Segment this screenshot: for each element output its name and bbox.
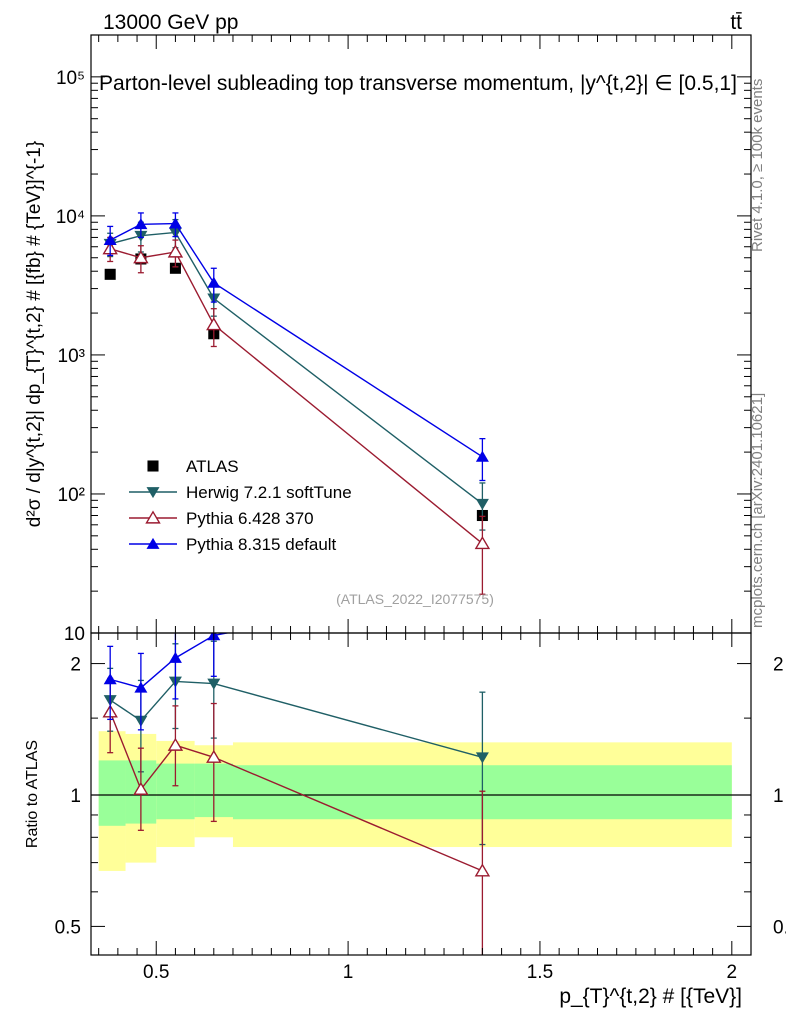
legend-marker — [146, 537, 160, 549]
legend-item-herwig-7-2-1-softtune: Herwig 7.2.1 softTune — [129, 483, 352, 502]
inner-uncertainty-band — [98, 760, 126, 826]
ratio-y-tick-label-right: 1 — [773, 786, 784, 807]
main-axes: 10 10² 10³ 10⁴ 10⁵ — [56, 34, 751, 645]
legend-label: Herwig 7.2.1 softTune — [186, 483, 352, 502]
process-label: tt̄ — [730, 11, 742, 34]
ratio-line-pythia-8-315-default — [110, 633, 231, 689]
main-y-tick-label: 10⁵ — [56, 68, 85, 89]
ratio-series-pythia-8-315-default — [103, 633, 231, 731]
series-line-pythia-8-315-default — [109, 222, 483, 458]
data-point — [207, 276, 221, 288]
main-y-tick-label: 10 — [64, 624, 85, 645]
legend-marker — [147, 460, 159, 472]
ratio-frame — [90, 632, 752, 956]
analysis-label: (ATLAS_2022_I2077575) — [336, 591, 494, 607]
main-y-tick-label: 10⁴ — [56, 207, 85, 228]
ratio-data-point — [207, 678, 221, 690]
data-point — [475, 498, 489, 510]
ratio-data-point — [167, 737, 184, 751]
legend-item-atlas: ATLAS — [147, 457, 239, 476]
main-y-tick-label: 10³ — [58, 346, 85, 367]
ratio-panel: 0.5 0.5 1 1 2 2 0.5 1 1.5 2 Ratio to ATLAS p_{T}^… — [24, 632, 786, 1008]
data-point — [206, 317, 222, 331]
series-atlas — [104, 253, 488, 522]
ratio-y-tick-label-right: 2 — [773, 655, 784, 676]
ratio-y-tick-label: 1 — [70, 786, 81, 807]
x-axis-label: p_{T}^{t,2} # [{TeV}] — [559, 985, 742, 1008]
data-point — [168, 217, 182, 229]
ratio-y-tick-label: 0.5 — [55, 917, 81, 938]
series-pythia-8-315-default — [103, 212, 489, 482]
ratio-y-tick-label-right: 0.5 — [773, 917, 786, 938]
ratio-data-point — [103, 673, 117, 685]
ratio-data-point — [133, 781, 149, 795]
main-y-tick-label: 10² — [58, 485, 85, 506]
ratio-data-point — [134, 681, 148, 693]
side-label-bottom: mcplots.cern.ch [arXiv:2401.10621] — [749, 393, 766, 628]
ratio-y-axis-label: Ratio to ATLAS — [24, 740, 41, 848]
x-tick-label: 2 — [727, 962, 738, 983]
legend-label: Pythia 8.315 default — [186, 535, 337, 554]
ratio-data-point — [206, 749, 222, 763]
x-tick-label: 1 — [343, 962, 354, 983]
energy-label: 13000 GeV pp — [103, 11, 238, 34]
legend-label: ATLAS — [186, 457, 239, 476]
chart-title: Parton-level subleading top transverse m… — [99, 72, 737, 95]
main-panel: 10 10² 10³ 10⁴ 10⁵ Parton-level subleading t… — [24, 34, 752, 645]
data-point — [103, 233, 117, 245]
ratio-data-point — [168, 651, 182, 663]
data-point — [475, 450, 489, 462]
x-tick-label: 0.5 — [143, 962, 169, 983]
uncertainty-bands — [91, 731, 751, 871]
data-point — [474, 535, 491, 550]
series-line-herwig-7-2-1-softtune — [110, 231, 483, 505]
x-tick-label: 1.5 — [527, 962, 553, 983]
data-point — [104, 268, 116, 280]
ratio-axes: 0.5 0.5 1 1 2 2 0.5 1 1.5 2 — [55, 633, 786, 983]
ratio-data-point — [475, 752, 489, 764]
legend-item-pythia-8-315-default: Pythia 8.315 default — [129, 535, 337, 554]
legend: ATLAS Herwig 7.2.1 softTune Pythia 6.428 3… — [129, 457, 352, 554]
ratio-y-tick-label: 2 — [70, 655, 81, 676]
data-point — [133, 250, 149, 264]
legend-label: Pythia 6.428 370 — [186, 509, 314, 528]
main-series-layer — [102, 212, 491, 595]
legend-marker — [145, 510, 161, 524]
side-label-top: Rivet 4.1.0, ≥ 100k events — [749, 79, 766, 252]
ratio-data-point — [474, 863, 491, 877]
data-point — [134, 218, 148, 230]
data-point — [167, 244, 184, 258]
data-point — [169, 262, 181, 274]
legend-marker — [146, 487, 160, 499]
legend-item-pythia-6-428-370: Pythia 6.428 370 — [129, 509, 314, 528]
main-y-axis-label: d²σ / d|y^{t,2}| dp_{T}^{t,2} # [{fb} # … — [24, 141, 45, 527]
